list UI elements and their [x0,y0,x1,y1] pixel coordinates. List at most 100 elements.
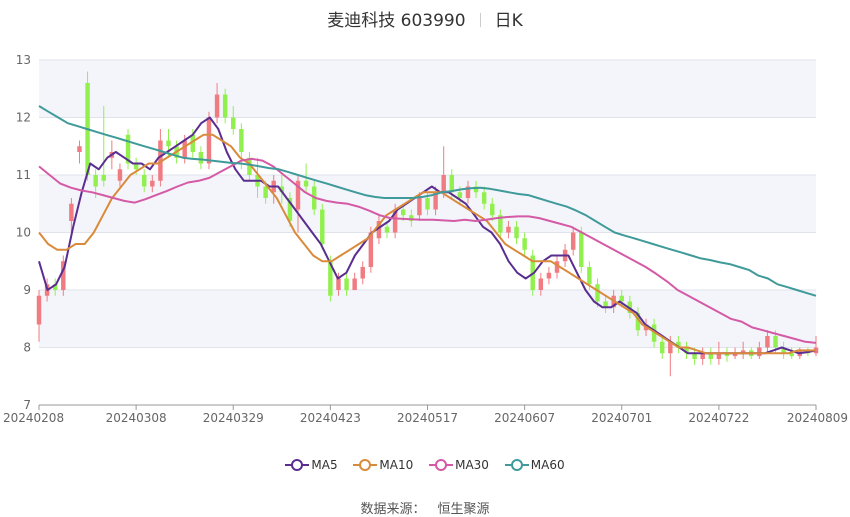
candle-body [239,129,244,152]
candle [490,198,495,221]
candle [554,255,560,279]
legend-item-ma10[interactable]: MA10 [353,458,413,472]
candle [376,215,382,244]
candle [684,341,689,359]
legend-item-ma60[interactable]: MA60 [504,458,565,472]
candle [619,290,624,308]
x-tick-label: 20240423 [300,411,361,425]
legend: MA5 MA10 MA30 MA60 [0,458,850,472]
candle-body [247,157,252,175]
candle-body [36,295,42,325]
candle-body [465,186,471,198]
candle-body [789,353,794,357]
candle-body [457,192,463,198]
candle [603,295,608,313]
candle [214,83,220,124]
candle [320,203,325,250]
candle-body [546,272,552,279]
candle-body [732,353,738,357]
y-axis: 7 8 9 10 11 12 13 [16,53,31,412]
x-tick-label: 20240722 [688,411,749,425]
candle [125,129,131,170]
candle [781,341,786,359]
candle [433,186,438,216]
candle-body [700,353,705,359]
candle [150,175,155,193]
candle-body [433,192,438,210]
candle-body [417,198,422,216]
candle-body [222,94,228,118]
candle-body [449,175,455,193]
candle [141,169,147,193]
candle [659,336,665,359]
y-tick-label: 8 [23,341,31,355]
y-tick-label: 7 [23,398,31,412]
candle-body [376,221,382,239]
candle-body [295,180,301,210]
candle [352,272,357,290]
candle [595,278,600,308]
candle-body [619,295,624,302]
candle-body [506,226,511,233]
candle-body [773,336,778,348]
candle-body [279,186,285,193]
candle-body [384,226,390,233]
candle [570,226,576,256]
y-tick-label: 9 [23,283,31,297]
legend-label: MA60 [530,458,565,472]
legend-item-ma5[interactable]: MA5 [285,458,338,472]
x-tick-label: 20240208 [3,411,64,425]
candle-body [303,180,309,187]
title-separator [479,13,481,27]
chart-title: 麦迪科技 603990 日K [0,6,850,31]
candle [740,341,746,359]
candle-body [570,232,576,250]
candle-body [724,353,730,357]
candle-body [781,347,786,354]
candle [651,318,657,348]
candle-body [579,232,584,267]
candle [546,267,552,285]
candle-body [328,261,333,296]
x-tick-label: 20240329 [203,411,264,425]
candle [506,221,511,239]
candle-body [635,313,641,331]
candle-body [603,301,608,308]
candle-body [231,117,236,129]
candle-body [133,163,139,170]
candle [579,226,584,273]
candle [635,307,641,336]
candle-body [69,203,74,221]
candle [52,278,58,296]
candle-body [344,278,349,290]
ma-line-ma60 [38,105,817,297]
legend-label: MA10 [379,458,414,472]
candle [538,272,544,296]
stock-name: 麦迪科技 603990 [327,11,466,31]
candle [247,152,252,181]
candle-body [61,261,66,290]
candle [384,221,390,239]
candle-body [668,341,673,354]
candle-body [392,209,398,233]
legend-item-ma30[interactable]: MA30 [429,458,489,472]
legend-ma60-icon [504,459,529,471]
candle-body [150,180,155,187]
ma-line-ma30 [38,157,817,344]
candle [498,209,503,239]
candle-body [158,140,163,181]
candle-body [595,284,600,302]
x-tick-label: 20240517 [397,411,458,425]
candle-body [765,336,770,348]
candle-body [538,278,544,290]
candle [514,221,519,244]
candle [198,146,204,170]
candle [473,180,479,198]
candle-body [481,192,487,204]
candle [69,198,74,233]
candle-body [368,232,374,267]
candle-body [320,209,325,244]
candle-body [141,175,147,187]
candle [279,175,285,204]
